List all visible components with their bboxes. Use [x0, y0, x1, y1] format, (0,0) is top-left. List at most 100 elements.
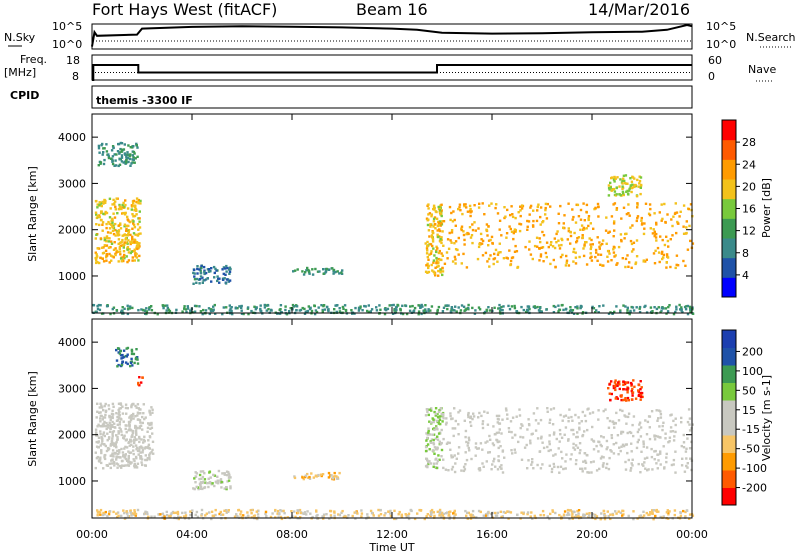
heatmap-cell — [104, 453, 107, 457]
heatmap-cell — [141, 421, 144, 425]
heatmap-cell — [425, 247, 429, 250]
heatmap-cell — [130, 435, 134, 438]
heatmap-cell — [130, 443, 133, 446]
heatmap-cell — [642, 260, 645, 263]
heatmap-cell — [105, 252, 109, 256]
heatmap-cell — [575, 514, 578, 517]
heatmap-cell — [629, 309, 632, 313]
heatmap-cell — [474, 309, 477, 312]
heatmap-cell — [133, 464, 136, 467]
heatmap-cell — [640, 216, 643, 220]
heatmap-cell — [130, 162, 133, 165]
heatmap-cell — [434, 227, 437, 230]
heatmap-cell — [418, 304, 422, 307]
heatmap-cell — [434, 407, 438, 410]
heatmap-cell — [202, 279, 205, 282]
heatmap-cell — [481, 239, 485, 243]
heatmap-cell — [605, 439, 609, 443]
heatmap-cell — [460, 262, 463, 265]
heatmap-cell — [441, 273, 444, 277]
heatmap-cell — [622, 193, 625, 197]
x-tick-label: 12:00 — [376, 528, 408, 541]
heatmap-cell — [484, 514, 487, 517]
heatmap-cell — [308, 477, 312, 480]
heatmap-cell — [508, 308, 512, 311]
heatmap-cell — [615, 208, 618, 211]
heatmap-cell — [323, 308, 327, 311]
heatmap-cell — [680, 416, 683, 420]
heatmap-cell — [105, 211, 109, 215]
heatmap-cell — [103, 213, 106, 216]
heatmap-cell — [527, 220, 531, 223]
heatmap-cell — [627, 212, 630, 215]
heatmap-cell — [120, 514, 123, 518]
heatmap-cell — [506, 208, 509, 212]
heatmap-cell — [486, 440, 489, 443]
heatmap-cell — [463, 238, 466, 242]
heatmap-cell — [126, 156, 130, 159]
heatmap-cell — [114, 164, 118, 167]
heatmap-cell — [226, 266, 229, 270]
heatmap-cell — [574, 462, 578, 466]
heatmap-cell — [554, 305, 557, 309]
heatmap-cell — [103, 424, 106, 428]
heatmap-cell — [441, 220, 444, 223]
heatmap-cell — [558, 471, 561, 474]
heatmap-cell — [572, 312, 576, 315]
colorbar-tick-label: -15 — [742, 423, 760, 436]
heatmap-cell — [553, 431, 556, 434]
heatmap-cell — [246, 307, 250, 310]
power-y-label: Slant Range [km] — [26, 166, 39, 262]
heatmap-cell — [570, 415, 573, 419]
heatmap-cell — [223, 473, 226, 476]
heatmap-cell — [427, 213, 430, 216]
heatmap-cell — [215, 481, 218, 484]
heatmap-cell — [608, 456, 611, 460]
heatmap-cell — [95, 233, 98, 236]
heatmap-cell — [645, 433, 649, 436]
heatmap-cell — [424, 465, 428, 468]
heatmap-cell — [148, 422, 151, 425]
heatmap-cell — [606, 255, 609, 258]
heatmap-cell — [592, 460, 595, 463]
heatmap-cell — [636, 203, 639, 206]
heatmap-cell — [636, 202, 639, 205]
heatmap-cell — [483, 410, 486, 413]
heatmap-cell — [600, 455, 604, 458]
colorbar-swatch — [722, 470, 736, 488]
heatmap-cell — [239, 513, 242, 516]
heatmap-cell — [149, 413, 152, 416]
heatmap-cell — [632, 517, 635, 521]
heatmap-cell — [635, 255, 639, 258]
heatmap-cell — [434, 210, 437, 213]
heatmap-cell — [497, 446, 500, 450]
heatmap-cell — [448, 205, 452, 209]
heatmap-cell — [680, 308, 683, 311]
heatmap-cell — [631, 458, 634, 461]
heatmap-cell — [472, 515, 475, 519]
heatmap-cell — [119, 417, 122, 420]
heatmap-cell — [645, 258, 648, 261]
heatmap-cell — [122, 250, 126, 253]
heatmap-cell — [141, 415, 144, 419]
heatmap-cell — [189, 309, 193, 312]
heatmap-cell — [427, 309, 430, 313]
heatmap-cell — [558, 513, 561, 517]
heatmap-cell — [478, 242, 481, 246]
heatmap-cell — [133, 239, 137, 242]
heatmap-cell — [360, 515, 363, 518]
heatmap-cell — [433, 514, 436, 518]
heatmap-cell — [111, 452, 114, 455]
heatmap-cell — [542, 260, 545, 263]
heatmap-cell — [194, 475, 197, 478]
heatmap-cell — [125, 157, 128, 160]
heatmap-cell — [106, 514, 109, 518]
heatmap-cell — [657, 459, 660, 462]
heatmap-cell — [490, 468, 493, 471]
heatmap-cell — [546, 445, 549, 449]
heatmap-cell — [274, 508, 277, 512]
heatmap-cell — [423, 309, 426, 312]
heatmap-cell — [437, 221, 441, 225]
heatmap-cell — [102, 147, 105, 150]
